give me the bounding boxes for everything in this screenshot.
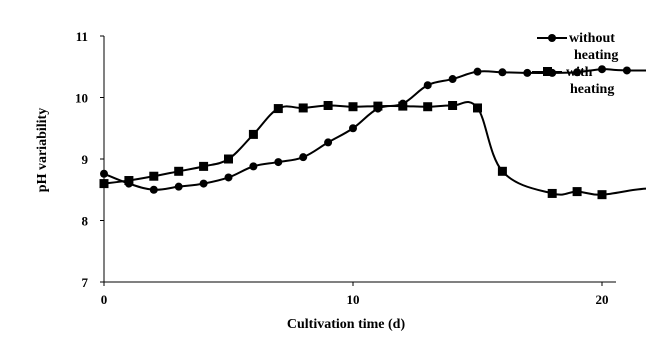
data-point-without-heating (622, 66, 631, 75)
series-line-with-heating (103, 101, 646, 196)
data-point-without-heating (100, 169, 108, 178)
legend-with-heating-label-line1: with (566, 65, 593, 80)
legend-without-heating-label-line2: heating (574, 48, 618, 63)
data-point-without-heating (274, 158, 283, 167)
data-point-with-heating (174, 166, 184, 176)
legend: without heating with heating (532, 31, 618, 97)
x-tick-label: 0 (101, 292, 108, 307)
legend-with-heating-label-line2: heating (570, 82, 614, 97)
data-point-without-heating (149, 185, 158, 194)
data-point-with-heating (199, 161, 209, 171)
data-point-with-heating (497, 166, 507, 176)
data-point-with-heating (398, 101, 408, 111)
data-point-with-heating (273, 104, 283, 114)
data-point-with-heating (124, 176, 134, 186)
y-tick-label: 10 (75, 91, 88, 106)
data-point-with-heating (224, 154, 233, 164)
y-axis-ticks: 7 8 9 10 11 (75, 29, 104, 290)
data-point-without-heating (324, 138, 333, 147)
y-tick-label: 9 (82, 152, 89, 167)
data-point-without-heating (448, 75, 457, 84)
data-point-with-heating (298, 103, 308, 113)
data-point-without-heating (473, 67, 482, 76)
y-tick-label: 11 (76, 29, 88, 44)
legend-without-heating-label-line1: without (569, 31, 615, 46)
data-point-without-heating (249, 162, 258, 171)
data-point-without-heating (224, 173, 233, 182)
data-point-with-heating (547, 188, 557, 198)
data-point-without-heating (598, 65, 606, 74)
data-point-without-heating (498, 68, 507, 77)
data-point-without-heating (523, 68, 532, 77)
legend-with-heating-marker (543, 67, 552, 76)
data-point-without-heating (174, 182, 183, 191)
data-point-without-heating (199, 179, 208, 188)
series-line-without-heating (103, 68, 646, 191)
data-point-with-heating (597, 190, 607, 200)
data-point-without-heating (423, 81, 432, 90)
y-axis-title: pH variability (35, 108, 50, 192)
data-point-with-heating (423, 102, 433, 112)
y-tick-label: 8 (82, 214, 89, 229)
data-point-with-heating (248, 129, 258, 139)
legend-without-heating-marker (548, 34, 556, 42)
x-tick-label: 10 (347, 292, 360, 307)
data-point-with-heating (373, 101, 383, 111)
data-point-without-heating (349, 124, 357, 133)
data-point-with-heating (323, 100, 333, 110)
data-point-with-heating (572, 187, 582, 197)
x-axis-ticks: 010203040 (101, 282, 609, 307)
data-point-with-heating (473, 103, 482, 113)
x-tick-label: 20 (596, 292, 609, 307)
data-point-with-heating (448, 100, 458, 110)
series-with-heating (99, 100, 646, 200)
series-layer (99, 65, 646, 200)
y-tick-label: 7 (82, 275, 89, 290)
data-point-without-heating (573, 68, 582, 77)
data-point-with-heating (99, 179, 109, 189)
data-point-with-heating (348, 102, 358, 112)
x-axis-title: Cultivation time (d) (287, 317, 406, 332)
data-point-without-heating (299, 153, 308, 162)
data-point-with-heating (149, 171, 159, 181)
